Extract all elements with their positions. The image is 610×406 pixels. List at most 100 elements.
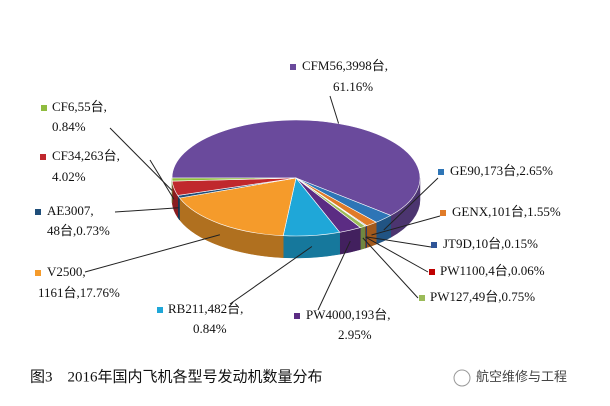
label-separator: , [81,148,84,163]
label-part: 0.75% [502,289,536,304]
label-separator: , [498,289,501,304]
data-label: CF6,55台, [52,99,107,114]
label-part: PW127 [430,289,470,304]
leader-line [149,159,175,200]
data-label: GE90,173台,2.65% [450,163,553,178]
pie-slice [179,177,297,237]
pie-tops [171,119,421,237]
label-separator: , [385,58,388,73]
pie-slice [171,177,297,182]
data-label: 61.16% [333,79,373,94]
leader-line [366,236,432,248]
data-label: 48台,0.73% [47,223,110,238]
label-part: 0.06% [511,263,545,278]
label-separator: , [77,285,80,300]
label-part: JT9D [443,236,472,251]
label-part: GE90 [450,163,480,178]
data-label: CFM56,3998台, [302,58,388,73]
label-part: 49台 [472,289,498,304]
data-label: AE3007, [47,203,94,218]
legend-marker [40,154,46,160]
data-label: CF34,263台, [52,148,120,163]
data-label: 1161台,17.76% [38,285,120,300]
label-part: CF6 [52,99,75,114]
label-part: AE3007 [47,203,91,218]
label-separator: , [488,204,491,219]
label-part: 2.65% [519,163,553,178]
caption: 图3 2016年国内飞机各型号发动机数量分布 [30,368,323,385]
label-part: 55台 [78,99,104,114]
data-label: 2.95% [338,327,372,342]
label-separator: , [524,204,527,219]
leader-line [365,236,429,273]
leader-line [362,237,419,299]
legend-marker [157,307,163,313]
label-part: 1.55% [527,204,561,219]
label-separator: , [204,301,207,316]
leader-line [329,95,340,124]
label-part: V2500 [47,264,82,279]
label-separator: , [90,203,93,218]
label-part: 4台 [488,263,508,278]
label-part: 0.15% [504,236,538,251]
label-part: 482台 [208,301,241,316]
label-part: CFM56 [302,58,343,73]
label-part: 10台 [475,236,501,251]
legend-marker [429,269,435,275]
label-part: GENX [452,204,489,219]
label-part: CF34 [52,148,81,163]
label-separator: , [342,58,345,73]
labels: CFM56,3998台,61.16%GE90,173台,2.65%GENX,10… [35,58,561,342]
leader-line [84,234,221,273]
label-part: 193台 [355,307,388,322]
leader-line [371,215,441,236]
label-part: PW4000 [306,307,352,322]
legend-marker [438,169,444,175]
label-part: 3998台 [346,58,385,73]
label-part: 48台 [47,223,73,238]
label-part: 0.84% [52,119,86,134]
pie-slice [171,119,421,216]
label-separator: , [480,163,483,178]
legend-marker [35,209,41,215]
watermark-icon [453,369,471,387]
data-label: JT9D,10台,0.15% [443,236,538,251]
watermark: 航空维修与工程 [476,369,567,384]
data-label: V2500, [47,264,86,279]
data-label: RB211,482台, [168,301,243,316]
label-part: PW1100 [440,263,485,278]
label-separator: , [516,163,519,178]
label-part: RB211 [168,301,204,316]
label-part: 61.16% [333,79,373,94]
label-part: 2.95% [338,327,372,342]
label-separator: , [104,99,107,114]
leader-line [114,207,179,213]
label-separator: , [469,289,472,304]
legend-marker [440,210,446,216]
label-separator: , [352,307,355,322]
data-label: 0.84% [193,321,227,336]
label-part: 4.02% [52,169,86,184]
leader-line [229,246,313,305]
label-separator: , [117,148,120,163]
legend-marker [431,242,437,248]
label-part: 17.76% [80,285,120,300]
label-separator: , [82,264,85,279]
leader-line [109,127,173,191]
legend-marker [41,105,47,111]
pie-slice-side [360,225,366,250]
label-separator: , [74,99,77,114]
label-separator: , [508,263,511,278]
label-separator: , [472,236,475,251]
leader-line [317,240,351,311]
legend-marker [294,313,300,319]
label-separator: , [240,301,243,316]
label-separator: , [501,236,504,251]
data-label: 0.84% [52,119,86,134]
data-label: PW4000,193台, [306,307,391,322]
label-part: 173台 [484,163,517,178]
label-part: 0.84% [193,321,227,336]
label-part: 263台 [84,148,117,163]
label-separator: , [387,307,390,322]
label-separator: , [73,223,76,238]
